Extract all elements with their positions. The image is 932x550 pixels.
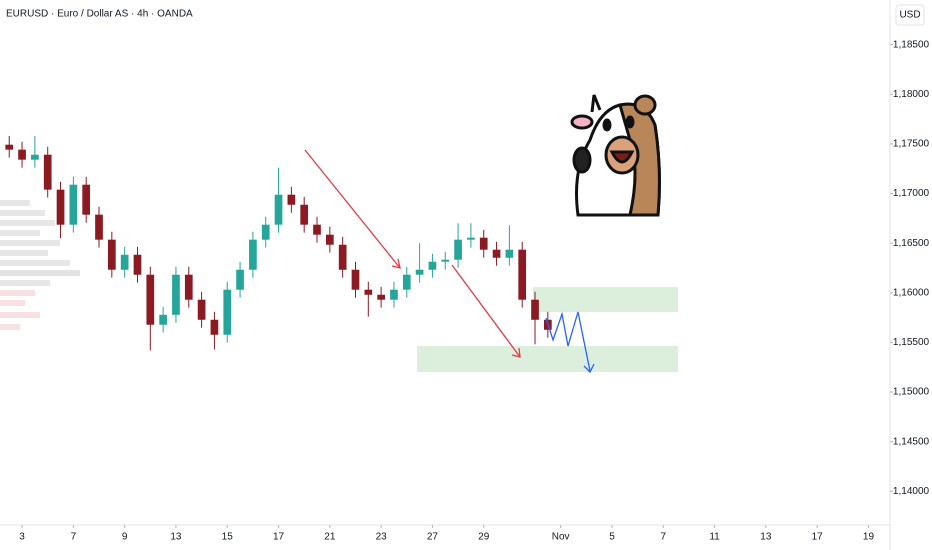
y-tick-label: 1,14500	[893, 436, 930, 447]
candle-body	[82, 184, 91, 215]
x-tick-label: 21	[324, 532, 336, 543]
candle-body	[172, 274, 180, 315]
candle-body	[5, 144, 14, 150]
arrow-head	[511, 347, 521, 358]
candle-body	[364, 289, 373, 295]
candle-body	[249, 239, 257, 270]
x-tick-label: 13	[170, 532, 182, 543]
candle-body	[107, 239, 116, 270]
x-tick-label: 17	[273, 532, 285, 543]
x-tick-label: 15	[222, 532, 234, 543]
candle-body	[223, 289, 232, 335]
candle-body	[236, 269, 244, 290]
y-tick-label: 1,18000	[893, 89, 930, 100]
x-tick-label: 7	[660, 532, 666, 543]
candle-body	[415, 269, 424, 275]
candle-body	[518, 249, 527, 300]
y-tick-label: 1,17500	[893, 139, 930, 150]
candle-body	[492, 249, 501, 258]
arrow	[451, 264, 521, 358]
currency-label: USD	[899, 10, 920, 21]
candle-body	[146, 274, 155, 325]
x-tick-label: 11	[709, 532, 720, 543]
x-tick-label: 5	[609, 532, 615, 543]
resistance-zone	[533, 287, 678, 312]
candle-body	[390, 289, 398, 300]
arrow	[304, 149, 401, 269]
x-tick-label: 13	[760, 532, 772, 543]
candle-body	[467, 237, 475, 240]
y-tick-label: 1,18500	[893, 39, 930, 50]
candle-body	[338, 244, 347, 270]
x-tick-label: Nov	[552, 532, 570, 543]
y-tick-label: 1,14000	[893, 486, 930, 497]
candles	[5, 135, 552, 351]
candle-body	[325, 234, 334, 245]
x-tick-label: 23	[376, 532, 388, 543]
candle-body	[454, 239, 462, 260]
candle-body	[531, 299, 539, 320]
candle-body	[377, 294, 385, 300]
x-tick-label: 27	[427, 532, 439, 543]
candle-body	[274, 194, 283, 225]
y-tick-label: 1,17000	[893, 188, 930, 199]
candle-body	[441, 259, 450, 262]
x-tick-label: 29	[478, 532, 490, 543]
candle-body	[31, 154, 39, 160]
candle-body	[95, 214, 103, 240]
projection-path	[545, 311, 591, 372]
y-tick-label: 1,15000	[893, 387, 930, 398]
y-tick-label: 1,16000	[893, 287, 930, 298]
candle-body	[56, 189, 65, 225]
y-tick-label: 1,16500	[893, 238, 930, 249]
candle-body	[313, 224, 321, 235]
candle-body	[18, 149, 26, 160]
candle-body	[402, 274, 411, 290]
candle-body	[197, 299, 206, 320]
candle-body	[43, 154, 52, 190]
x-tick-label: 9	[122, 532, 128, 543]
x-tick-label: 3	[19, 532, 25, 543]
chart-title: EURUSD · Euro / Dollar AS · 4h · OANDA	[6, 9, 193, 20]
x-tick-label: 19	[863, 532, 875, 543]
candle-body	[69, 184, 78, 225]
drawings	[304, 149, 595, 374]
candle-body	[261, 224, 270, 240]
volume-profile	[0, 200, 80, 330]
candle-body	[184, 274, 193, 300]
x-tick-label: 7	[71, 532, 77, 543]
candle-body	[159, 314, 167, 325]
candle-body	[210, 319, 219, 335]
candle-body	[351, 269, 360, 290]
support-zone	[417, 346, 678, 372]
x-tick-label: 17	[812, 532, 824, 543]
currency-box	[895, 4, 925, 26]
arrow-head	[583, 363, 595, 374]
y-tick-label: 1,15500	[893, 337, 930, 348]
cow-logo	[570, 94, 661, 217]
candle-body	[133, 254, 142, 275]
candle-body	[505, 249, 514, 258]
candle-body	[287, 194, 296, 205]
candle-body	[120, 254, 129, 270]
candle-body	[300, 204, 309, 225]
candle-body	[428, 261, 437, 270]
candle-body	[479, 237, 488, 250]
arrow-head	[391, 258, 401, 269]
